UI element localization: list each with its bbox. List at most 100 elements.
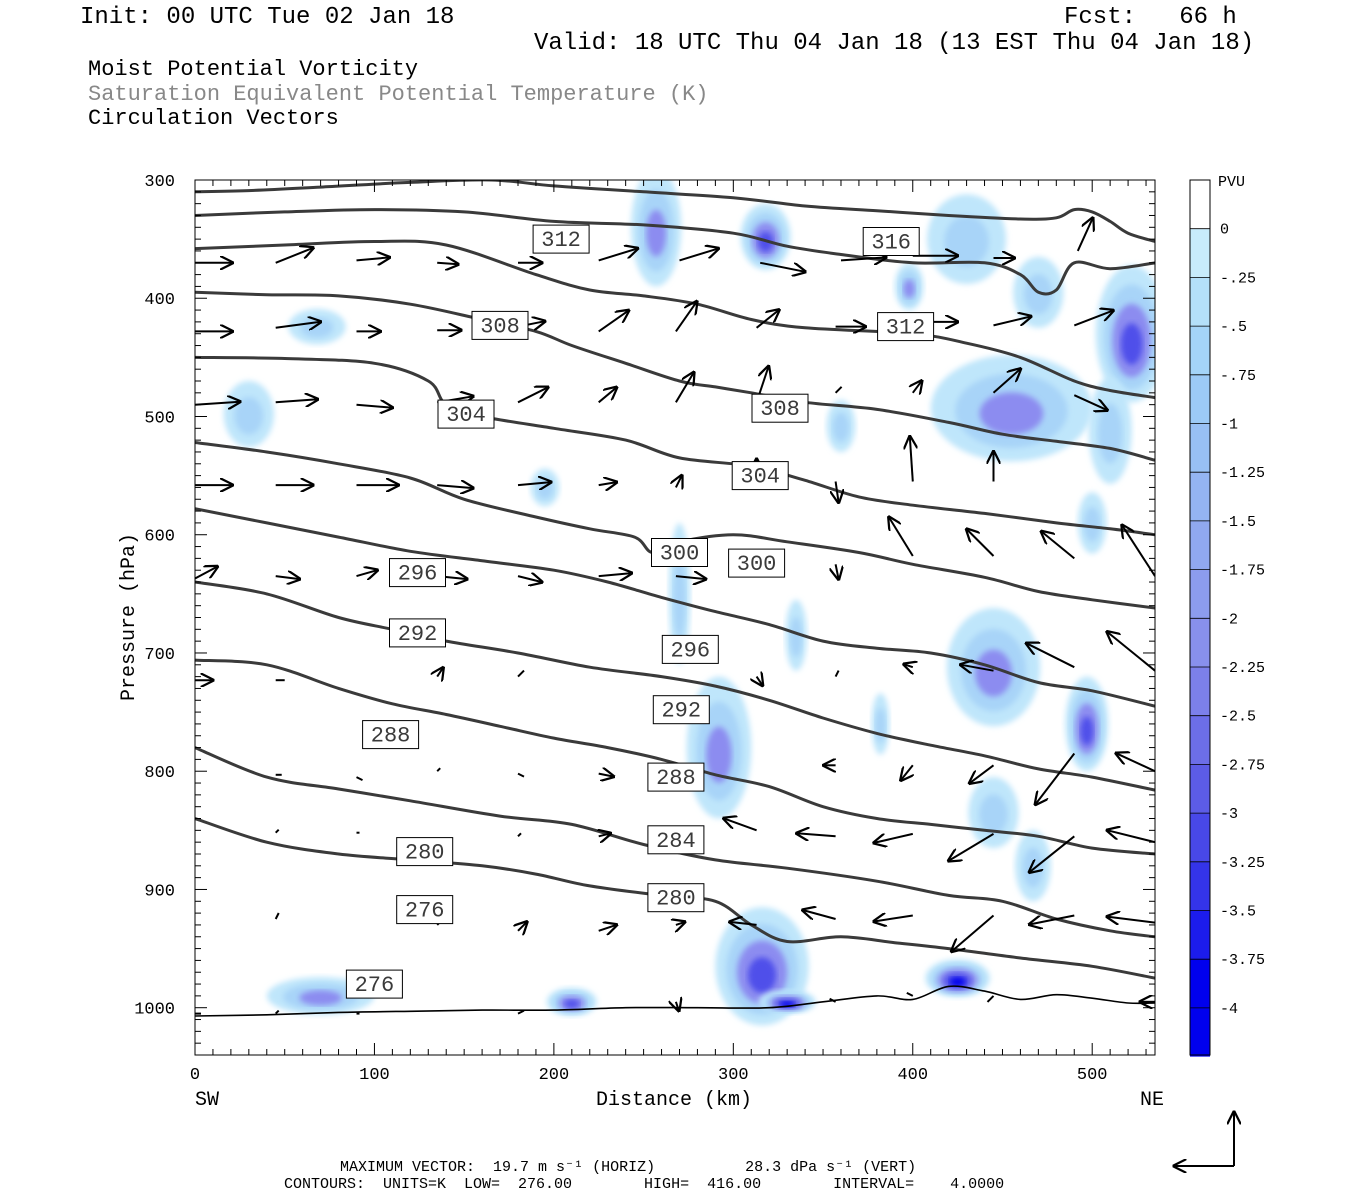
circulation-vector [598, 573, 632, 576]
colorbar-swatch [1190, 423, 1210, 473]
contour-label-box [532, 224, 590, 254]
colorbar-label: -2.75 [1220, 757, 1265, 774]
contour-info-note: CONTOURS: UNITS=K LOW= 276.00 HIGH= 416.… [284, 1176, 1005, 1193]
circulation-vector [356, 257, 390, 260]
contour-label: 284 [647, 825, 705, 855]
circulation-vector [1076, 218, 1093, 252]
circulation-vector [437, 263, 458, 265]
circulation-vector [1116, 753, 1155, 773]
circulation-vector [904, 664, 913, 667]
circulation-vector [906, 992, 914, 997]
sw-end-label: SW [195, 1089, 219, 1112]
circulation-vector [1122, 525, 1155, 577]
circulation-vector [598, 310, 629, 333]
colorbar-swatch [1190, 618, 1210, 667]
circulation-vector [275, 248, 314, 264]
contour-label-box [651, 538, 708, 567]
circulation-vector [1073, 310, 1113, 327]
circulation-vector [517, 832, 522, 838]
pv-anomaly-shape [903, 279, 915, 299]
pv-shading [223, 180, 1155, 1026]
contour-label-box [471, 310, 529, 340]
circulation-vector [829, 997, 837, 1003]
colorbar-swatch [1190, 374, 1210, 424]
field-title-pv: Moist Potential Vorticity [88, 57, 419, 82]
contour-label-text: 292 [398, 622, 438, 647]
colorbar-swatch [1190, 959, 1210, 1008]
circulation-vector [517, 669, 525, 678]
colorbar-swatch [1190, 326, 1210, 375]
circulation-vector [1035, 752, 1076, 805]
contour-label-box [751, 393, 809, 423]
circulation-vector [949, 833, 995, 861]
circulation-vector [836, 481, 839, 503]
pv-anomaly-shape [1084, 507, 1101, 542]
circulation-vector [760, 261, 805, 272]
circulation-vector [274, 828, 280, 834]
contour-label-box [647, 825, 705, 855]
colorbar-swatch [1190, 228, 1210, 278]
colorbar-label: -.25 [1220, 270, 1256, 287]
y-tick-label: 1000 [134, 1001, 175, 1020]
colorbar-swatch [1190, 277, 1210, 327]
x-axis-title: Distance (km) [596, 1089, 752, 1112]
y-tick-label: 700 [144, 646, 175, 665]
contour-label: 312 [532, 224, 590, 254]
field-title-vectors: Circulation Vectors [88, 106, 339, 131]
terrain-line [195, 985, 1155, 1017]
colorbar-label: -1 [1220, 417, 1238, 434]
pv-anomaly-shape [564, 999, 580, 1009]
circulation-vector [986, 995, 995, 1003]
contour-label-box [389, 558, 446, 588]
contour-label-box [389, 618, 446, 648]
circulation-vector [437, 668, 443, 677]
circulation-vector [356, 776, 363, 781]
colorbar-swatch [1190, 180, 1210, 229]
contour-label: 276 [396, 895, 454, 925]
init-time: Init: 00 UTC Tue 02 Jan 18 [80, 4, 455, 31]
colorbar-label: -.75 [1220, 368, 1256, 385]
contour-label-text: 284 [656, 829, 696, 854]
colorbar-swatch [1190, 861, 1210, 911]
contour-label: 300 [651, 538, 708, 567]
pv-anomaly-shape [706, 726, 732, 783]
colorbar-label: -3 [1220, 806, 1238, 823]
pv-anomaly-shape [673, 557, 686, 638]
circulation-vector [803, 910, 836, 919]
circulation-vectors [195, 218, 1155, 1015]
x-tick-label: 100 [359, 1066, 390, 1085]
circulation-vector [961, 665, 994, 671]
pv-anomaly-shape [949, 977, 966, 987]
circulation-vector [517, 1009, 525, 1015]
contour-label-text: 292 [661, 699, 701, 724]
circulation-vector [676, 1002, 679, 1011]
contour-label-text: 280 [656, 887, 696, 912]
contour-label: 280 [647, 883, 705, 913]
axes: 300 400 500 600 700 800 900 1000 0 100 200 300 400 50… [134, 173, 1155, 1085]
colorbar-swatch [1190, 764, 1210, 814]
ne-end-label: NE [1140, 1089, 1164, 1112]
contour-label-text: 276 [355, 973, 395, 998]
circulation-vector [755, 310, 780, 329]
contour-label-box [345, 969, 403, 999]
colorbar-label: -1.5 [1220, 514, 1256, 531]
colorbar-label: -.5 [1220, 319, 1247, 336]
circulation-vector [889, 517, 914, 557]
circulation-vector [1107, 830, 1155, 844]
colorbar-label: -3.25 [1220, 855, 1265, 872]
contour-label: 288 [647, 762, 705, 792]
contour-label-box [396, 895, 454, 925]
pv-anomaly-shape [975, 649, 1012, 697]
colorbar-swatch [1190, 520, 1210, 570]
reference-vector-icon [1174, 1112, 1234, 1166]
contour-label-text: 316 [871, 231, 911, 256]
circulation-vector [993, 316, 1032, 327]
pv-anomaly-shape [979, 392, 1044, 435]
contour-label-box [652, 695, 710, 725]
contour-label: 304 [731, 461, 789, 491]
pv-anomaly-shape [646, 209, 667, 257]
circulation-vector [840, 257, 886, 260]
circulation-vector [676, 475, 682, 487]
circulation-vector [437, 485, 473, 488]
contour-label-box [661, 634, 719, 664]
